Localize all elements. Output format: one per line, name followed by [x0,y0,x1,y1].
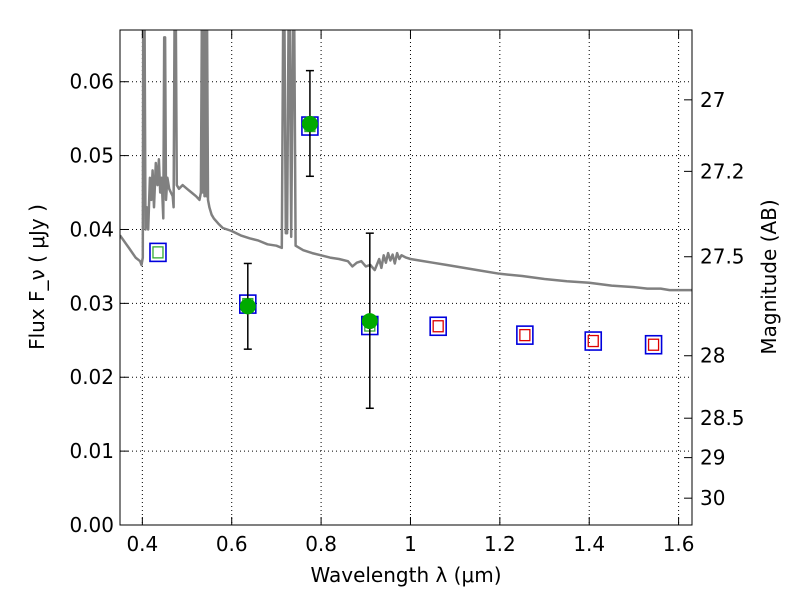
mag-tick-label: 28.5 [700,406,745,430]
filter-flux-square [587,334,599,348]
x-tick-label: 1.6 [663,532,695,556]
y-tick-label: 0.04 [69,217,114,241]
model-flux-square [516,325,534,345]
filter-flux-square [647,338,660,351]
right-axis-label: Magnitude (AB) [757,199,781,354]
observed-flux-point [239,298,256,315]
x-axis-ticks: 0.4 0.6 0.8 1 1.2 1.4 1.6 [126,30,695,556]
mag-tick-label: 27.2 [700,159,745,183]
model-flux-square [644,334,663,355]
mag-tick-label: 30 [700,486,725,510]
y-axis-label: Flux F_ν ( μJy ) [25,204,49,350]
x-tick-label: 1.2 [484,532,516,556]
filter-flux-square [519,328,531,342]
y-tick-label: 0.01 [69,439,114,463]
x-tick-label: 0.6 [216,532,248,556]
mag-tick-label: 29 [700,446,725,470]
x-tick-label: 1 [404,532,417,556]
sed-model-curve [120,30,692,292]
mag-tick-label: 28 [700,344,725,368]
mag-tick-label: 27 [700,88,725,112]
x-tick-label: 1.4 [573,532,605,556]
model-flux-square [149,242,167,263]
y-axis-ticks: 0.00 0.01 0.02 0.03 0.04 0.05 0.06 [69,70,128,537]
x-tick-label: 0.4 [126,532,158,556]
filter-flux-square [432,320,444,333]
model-flux-square [429,316,447,337]
grid-lines [120,30,692,525]
mag-tick-label: 27.5 [700,245,745,269]
y-tick-label: 0.06 [69,70,114,94]
sed-model-line [120,30,692,292]
observed-flux-points [239,69,378,410]
x-tick-label: 0.8 [305,532,337,556]
filter-flux-square [152,246,164,259]
observed-flux-point [361,313,378,330]
y-tick-label: 0.05 [69,144,114,168]
model-flux-square [584,331,603,351]
y-tick-label: 0.00 [69,513,114,537]
plot-background [120,30,692,525]
plot-frame [119,29,693,526]
y-tick-label: 0.02 [69,365,114,389]
y-tick-label: 0.03 [69,291,114,315]
x-axis-label: Wavelength λ (μm) [310,563,501,587]
magnitude-axis-ticks: 27 27.2 27.5 28 28.5 29 30 [684,88,745,510]
observed-flux-point [301,115,318,132]
